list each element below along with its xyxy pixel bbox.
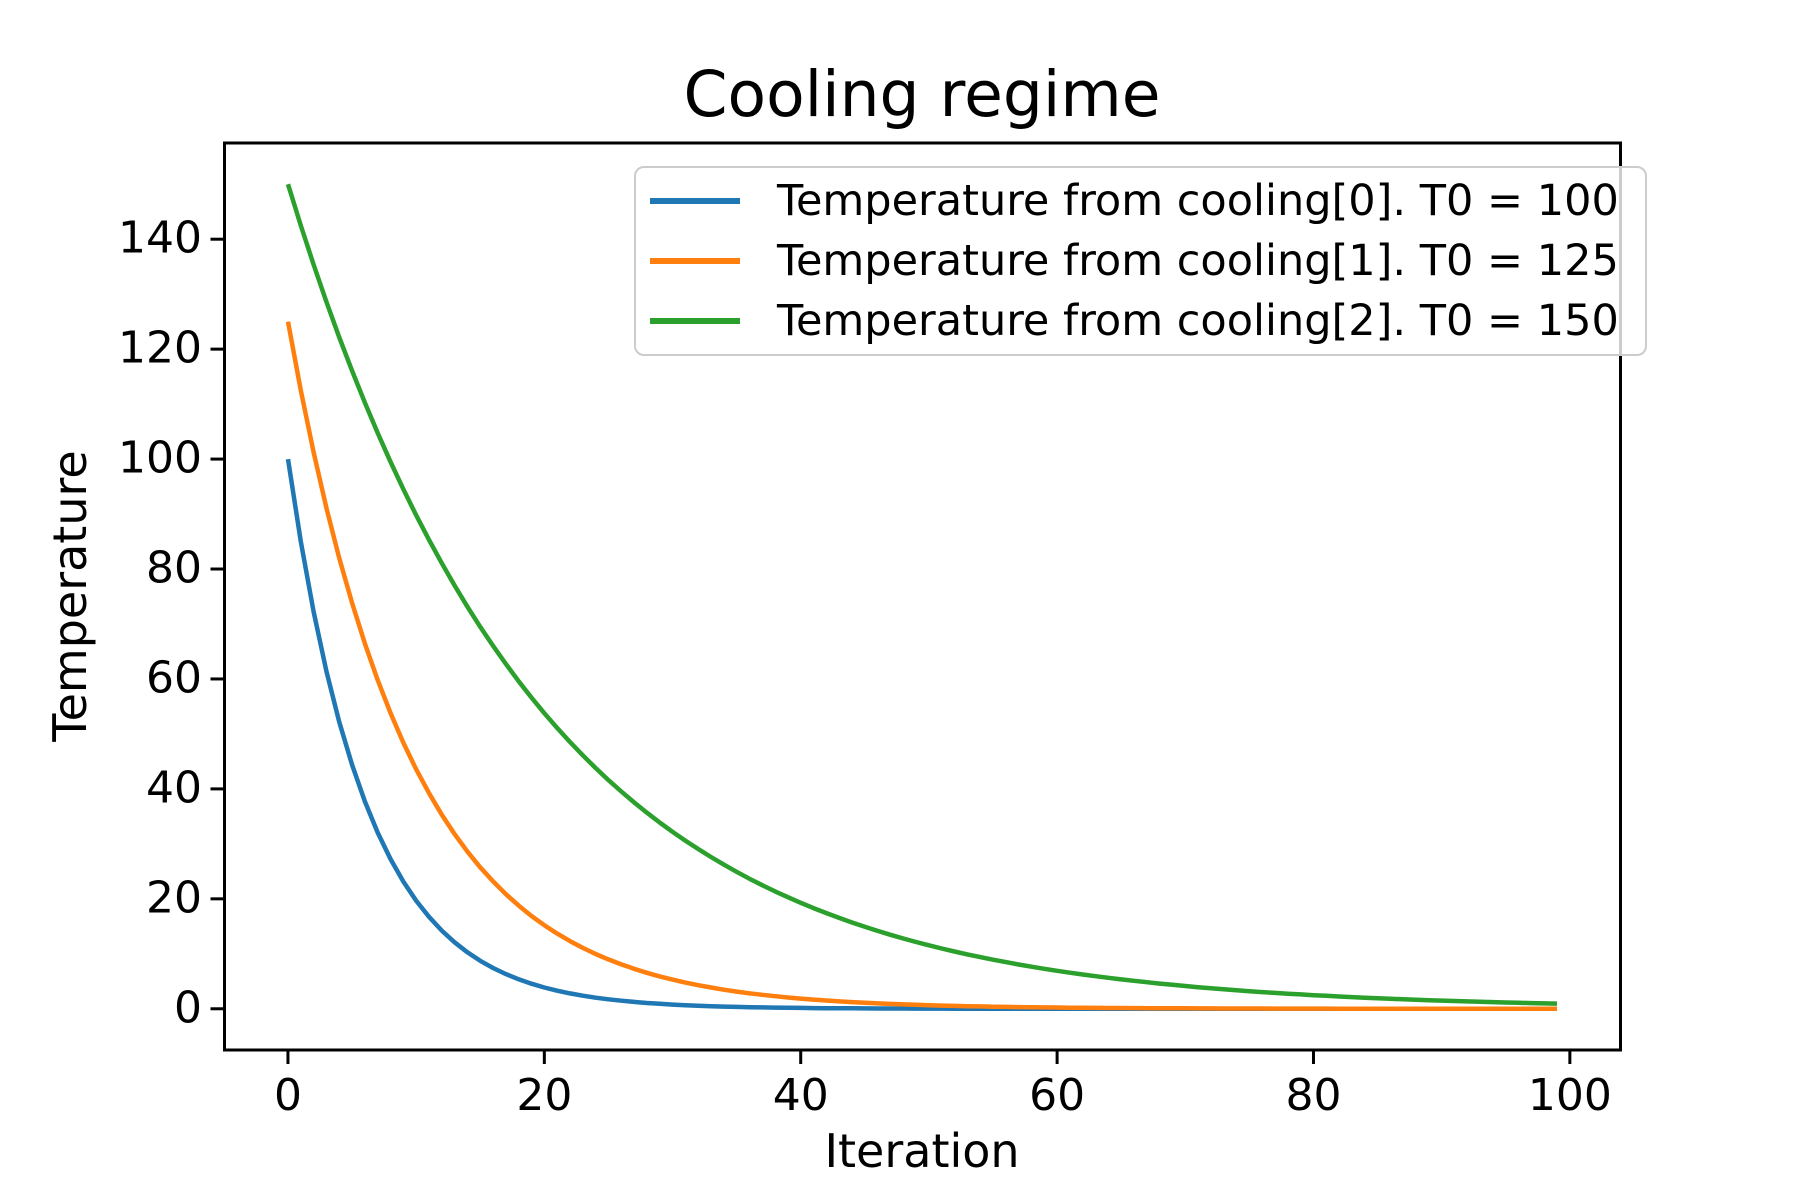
series-line-cooling1 bbox=[285, 321, 1557, 1012]
y-tick-label: 20 bbox=[146, 872, 202, 924]
x-tick-label: 60 bbox=[1029, 1070, 1086, 1121]
legend-item-cooling2: Temperature from cooling[2]. T0 = 150 bbox=[650, 291, 1619, 351]
legend-line-swatch-cooling2 bbox=[650, 318, 740, 324]
axes-frame bbox=[223, 141, 1622, 1052]
legend-label: Temperature from cooling[1]. T0 = 125 bbox=[777, 236, 1619, 286]
legend-line-swatch-cooling1 bbox=[650, 258, 740, 264]
series-line-cooling0 bbox=[285, 458, 1557, 1012]
x-tick-label: 0 bbox=[273, 1070, 302, 1121]
x-tick-label: 40 bbox=[772, 1070, 829, 1121]
y-axis-label: Temperature bbox=[43, 450, 97, 742]
x-axis-tick-labels: 0 20 40 60 80 100 bbox=[0, 1070, 1800, 1130]
legend-label: Temperature from cooling[0]. T0 = 100 bbox=[777, 176, 1619, 226]
series-line-cooling2 bbox=[285, 183, 1558, 1006]
legend-label: Temperature from cooling[2]. T0 = 150 bbox=[777, 296, 1619, 346]
legend-line-swatch-cooling0 bbox=[650, 198, 740, 204]
x-tick-label: 80 bbox=[1285, 1070, 1342, 1121]
legend-item-cooling1: Temperature from cooling[1]. T0 = 125 bbox=[650, 231, 1619, 291]
x-tick-label: 100 bbox=[1527, 1070, 1612, 1121]
y-axis-tick-labels: 0 20 40 60 80 100 120 140 bbox=[0, 0, 202, 1200]
x-tick-label: 20 bbox=[516, 1070, 573, 1121]
y-tick-label: 40 bbox=[146, 762, 202, 814]
y-tick-label: 80 bbox=[146, 542, 202, 594]
legend-item-cooling0: Temperature from cooling[0]. T0 = 100 bbox=[650, 171, 1619, 231]
y-tick-label: 100 bbox=[118, 432, 202, 484]
x-axis-label: Iteration bbox=[824, 1124, 1020, 1178]
y-tick-label: 120 bbox=[118, 322, 202, 374]
y-tick-label: 140 bbox=[118, 212, 202, 264]
y-tick-label: 60 bbox=[146, 652, 202, 704]
y-tick-label: 0 bbox=[174, 982, 202, 1034]
legend: Temperature from cooling[0]. T0 = 100 Tem… bbox=[634, 166, 1647, 356]
chart-title: Cooling regime bbox=[683, 58, 1161, 131]
